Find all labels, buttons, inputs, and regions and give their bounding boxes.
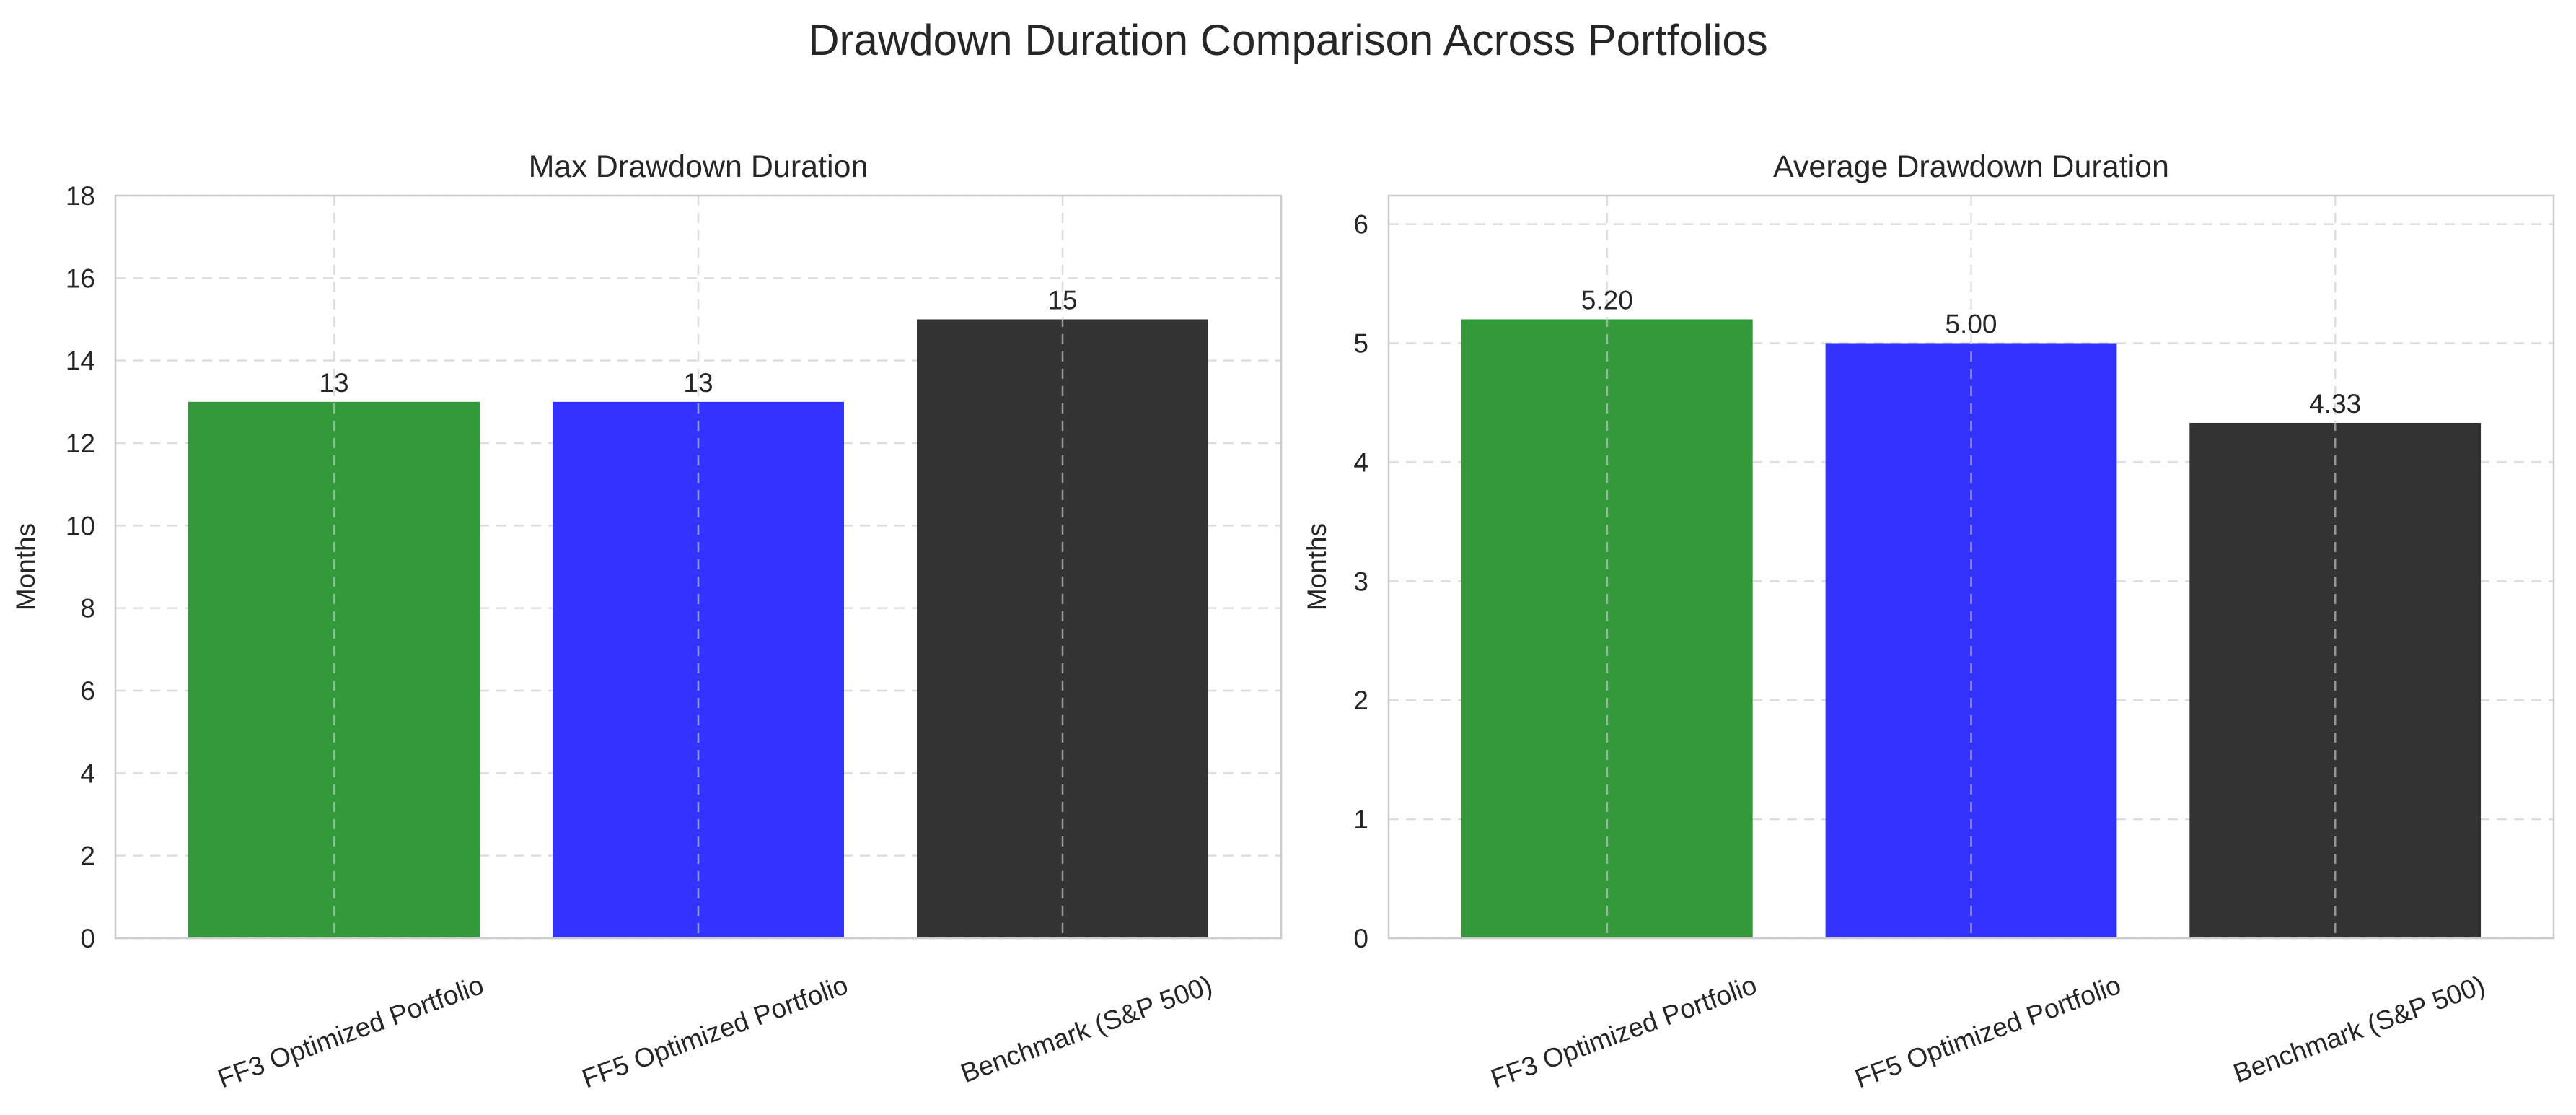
y-tick-label: 14 <box>66 346 95 376</box>
y-tick-label: 2 <box>1353 686 1368 715</box>
bar-value-label: 5.20 <box>1581 286 1633 315</box>
bar-value-label: 13 <box>319 368 348 398</box>
y-tick-label: 4 <box>80 758 95 788</box>
y-tick-label: 1 <box>1353 805 1368 834</box>
y-axis-title: Months <box>1302 523 1332 611</box>
x-tick-label: Benchmark (S&P 500) <box>957 970 1216 1088</box>
x-tick-label: Benchmark (S&P 500) <box>2230 970 2489 1088</box>
axes-frame <box>114 194 1283 940</box>
panel-title: Average Drawdown Duration <box>1773 149 2169 184</box>
y-tick-label: 3 <box>1353 567 1368 596</box>
y-axis-title: Months <box>11 523 40 611</box>
y-tick-label: 8 <box>80 594 95 624</box>
bar-value-label: 13 <box>683 368 713 398</box>
x-tick-label: FF3 Optimized Portfolio <box>1487 970 1760 1093</box>
x-tick-label: FF3 Optimized Portfolio <box>214 970 488 1093</box>
y-tick-label: 0 <box>1353 924 1368 953</box>
y-tick-label: 16 <box>66 263 95 293</box>
y-tick-label: 5 <box>1353 328 1368 358</box>
y-tick-label: 6 <box>1353 210 1368 240</box>
y-tick-label: 12 <box>66 429 95 458</box>
average-drawdown-panel: 5.20 5.00 4.33 0 1 2 3 4 5 6 FF3 Optimized Portfol… <box>1302 149 2555 1093</box>
y-tick-label: 10 <box>66 511 95 541</box>
bar-value-label: 5.00 <box>1945 309 1997 338</box>
panel-title: Max Drawdown Duration <box>529 149 869 184</box>
y-tick-label: 18 <box>66 181 95 211</box>
max-drawdown-panel: 13 13 15 0 2 4 6 8 10 12 14 16 18 FF3 Optimized Portf… <box>11 149 1283 1093</box>
bar <box>1825 343 2117 938</box>
axes-frame <box>1387 194 2555 940</box>
bar-value-label: 4.33 <box>2309 389 2361 419</box>
y-tick-label: 6 <box>80 676 95 706</box>
figure-title: Drawdown Duration Comparison Across Port… <box>808 16 1768 64</box>
bar-value-label: 15 <box>1047 286 1077 315</box>
x-tick-label: FF5 Optimized Portfolio <box>1851 970 2124 1093</box>
x-tick-label: FF5 Optimized Portfolio <box>579 970 852 1093</box>
y-tick-label: 4 <box>1353 447 1368 477</box>
y-tick-label: 2 <box>80 841 95 871</box>
y-tick-label: 0 <box>80 924 95 953</box>
